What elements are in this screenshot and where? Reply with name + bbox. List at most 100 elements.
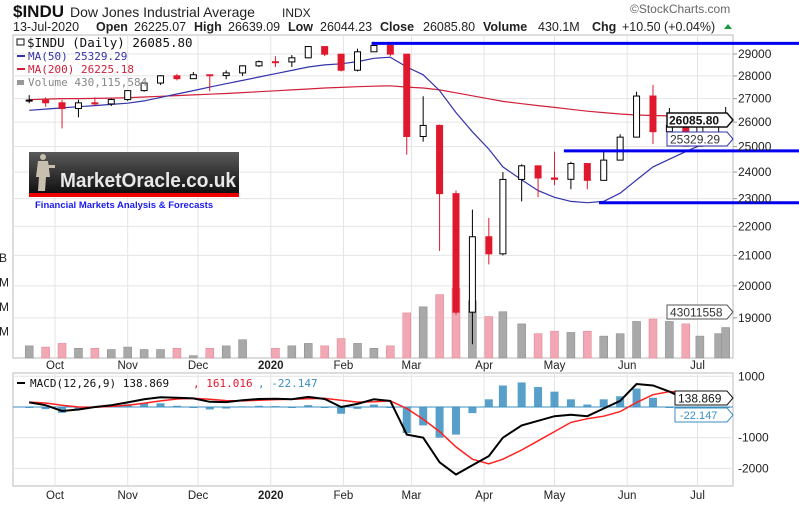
price-tick-label: 20000 [738, 279, 772, 293]
candle-body [321, 46, 329, 55]
volume-bar [386, 345, 395, 359]
candle-legend-icon [16, 38, 25, 46]
volume-bar [74, 348, 83, 359]
ma200-line [29, 85, 726, 118]
legend-macd: MACD(12,26,9) 138.869 [30, 377, 169, 390]
candle-body [354, 51, 362, 71]
price-tick-label: 23000 [738, 192, 772, 206]
low-label: Low [288, 20, 313, 34]
candle-body [370, 44, 378, 53]
volume-bar [353, 343, 362, 359]
price-legend: $INDU (Daily) 26085.80 MA(50) 25329.29 M… [16, 35, 193, 89]
price-tick-label: 25000 [738, 140, 772, 154]
chart-exchange: INDX [282, 6, 311, 20]
ma50-tag: 25329.29 [666, 131, 734, 147]
volume-bar [271, 348, 280, 359]
macd-tag-value: 138.869 [678, 392, 722, 406]
macd-histogram-bar [435, 407, 444, 438]
candle-body [222, 72, 230, 77]
volume-bar [566, 332, 576, 359]
low-value: 26044.23 [320, 20, 372, 34]
month-tick-label: Oct [46, 360, 65, 372]
price-tick-label: 22000 [738, 219, 772, 233]
volume-tick-label: B [0, 251, 7, 265]
macd-histogram-bar [172, 405, 181, 407]
volume-bar [189, 355, 198, 359]
candle-body [173, 75, 181, 80]
legend-ma200: MA(200) 26225.18 [28, 63, 134, 76]
month-tick-label: Mar [402, 360, 422, 372]
macd-histogram-bar [451, 407, 460, 435]
macd-tick-label: -1000 [738, 431, 769, 445]
volume-label: Volume [483, 20, 527, 34]
macd-histogram-bar [599, 399, 608, 407]
open-value: 26225.07 [134, 20, 186, 34]
price-tick-label: 21000 [738, 248, 772, 262]
volume-bar [205, 348, 215, 359]
macd-tick-label: -2000 [738, 461, 769, 475]
candle-body [419, 124, 427, 137]
candle-body [337, 53, 345, 71]
volume-bar [24, 345, 34, 359]
macd-histogram-bar [156, 403, 165, 407]
volume-bar [517, 323, 526, 359]
candle-body [616, 136, 624, 161]
volume-bar [498, 311, 508, 359]
macd-histogram-bar [632, 388, 641, 407]
volume-legend-icon [17, 80, 24, 85]
chg-label: Chg [592, 20, 616, 34]
copyright: ©StockCharts.com [630, 2, 730, 16]
month-tick-label: Jul [690, 360, 705, 372]
candle-body [189, 74, 197, 80]
macd-histogram-bar [304, 405, 313, 407]
quote-line: 13-Jul-2020 Open 26225.07 High 26639.09 … [13, 20, 715, 34]
month-tick-label: Apr [475, 490, 493, 502]
volume-bar [550, 330, 559, 359]
volume-bar [90, 348, 100, 359]
volume-bar [107, 349, 116, 359]
ma50-path [29, 56, 726, 204]
ma200-path [29, 85, 726, 118]
candle-body [600, 159, 608, 181]
volume-bar [402, 312, 411, 359]
volume-bar [615, 333, 625, 359]
candle-body [206, 74, 214, 77]
candle-body [271, 61, 279, 64]
volume-tag: 43011558 [666, 304, 734, 320]
volume-bar [57, 343, 67, 359]
legend-macd-signal: , 161.016 [193, 377, 253, 390]
volume-bar [139, 349, 149, 359]
candle-body [42, 99, 50, 104]
month-tick-label: May [544, 360, 566, 372]
volume-bar [172, 348, 182, 359]
price-tick-label: 27000 [738, 92, 772, 106]
candle-body [583, 163, 591, 181]
volume-tick-label: M [0, 300, 9, 314]
close-value: 26085.80 [423, 20, 475, 34]
candle-body [157, 75, 165, 84]
candle-body [518, 165, 526, 180]
volume-bar [665, 321, 674, 359]
logo-red-bar [29, 193, 239, 197]
month-tick-label: Nov [117, 490, 138, 502]
candle-body [436, 124, 444, 195]
candle-body [25, 99, 33, 102]
month-tick-label: Dec [188, 360, 209, 372]
volume-bar [632, 321, 641, 359]
high-value: 26639.09 [228, 20, 280, 34]
candle-body [91, 102, 99, 105]
month-tick-label: 2020 [258, 360, 284, 372]
close-label: Close [380, 20, 414, 34]
candle-body [567, 163, 575, 180]
volume-bar [681, 323, 691, 359]
chg-value: +10.50 (+0.04%) [622, 20, 715, 34]
legend-price: $INDU (Daily) 26085.80 [27, 35, 193, 50]
candle-body [485, 236, 493, 255]
macd-histogram-bar [419, 407, 428, 426]
candle-body [403, 53, 411, 137]
candle-body [386, 44, 394, 55]
price-tick-label: 19000 [738, 311, 772, 325]
price-tag-value: 26085.80 [669, 114, 719, 128]
oracle-figure-icon [36, 154, 55, 191]
